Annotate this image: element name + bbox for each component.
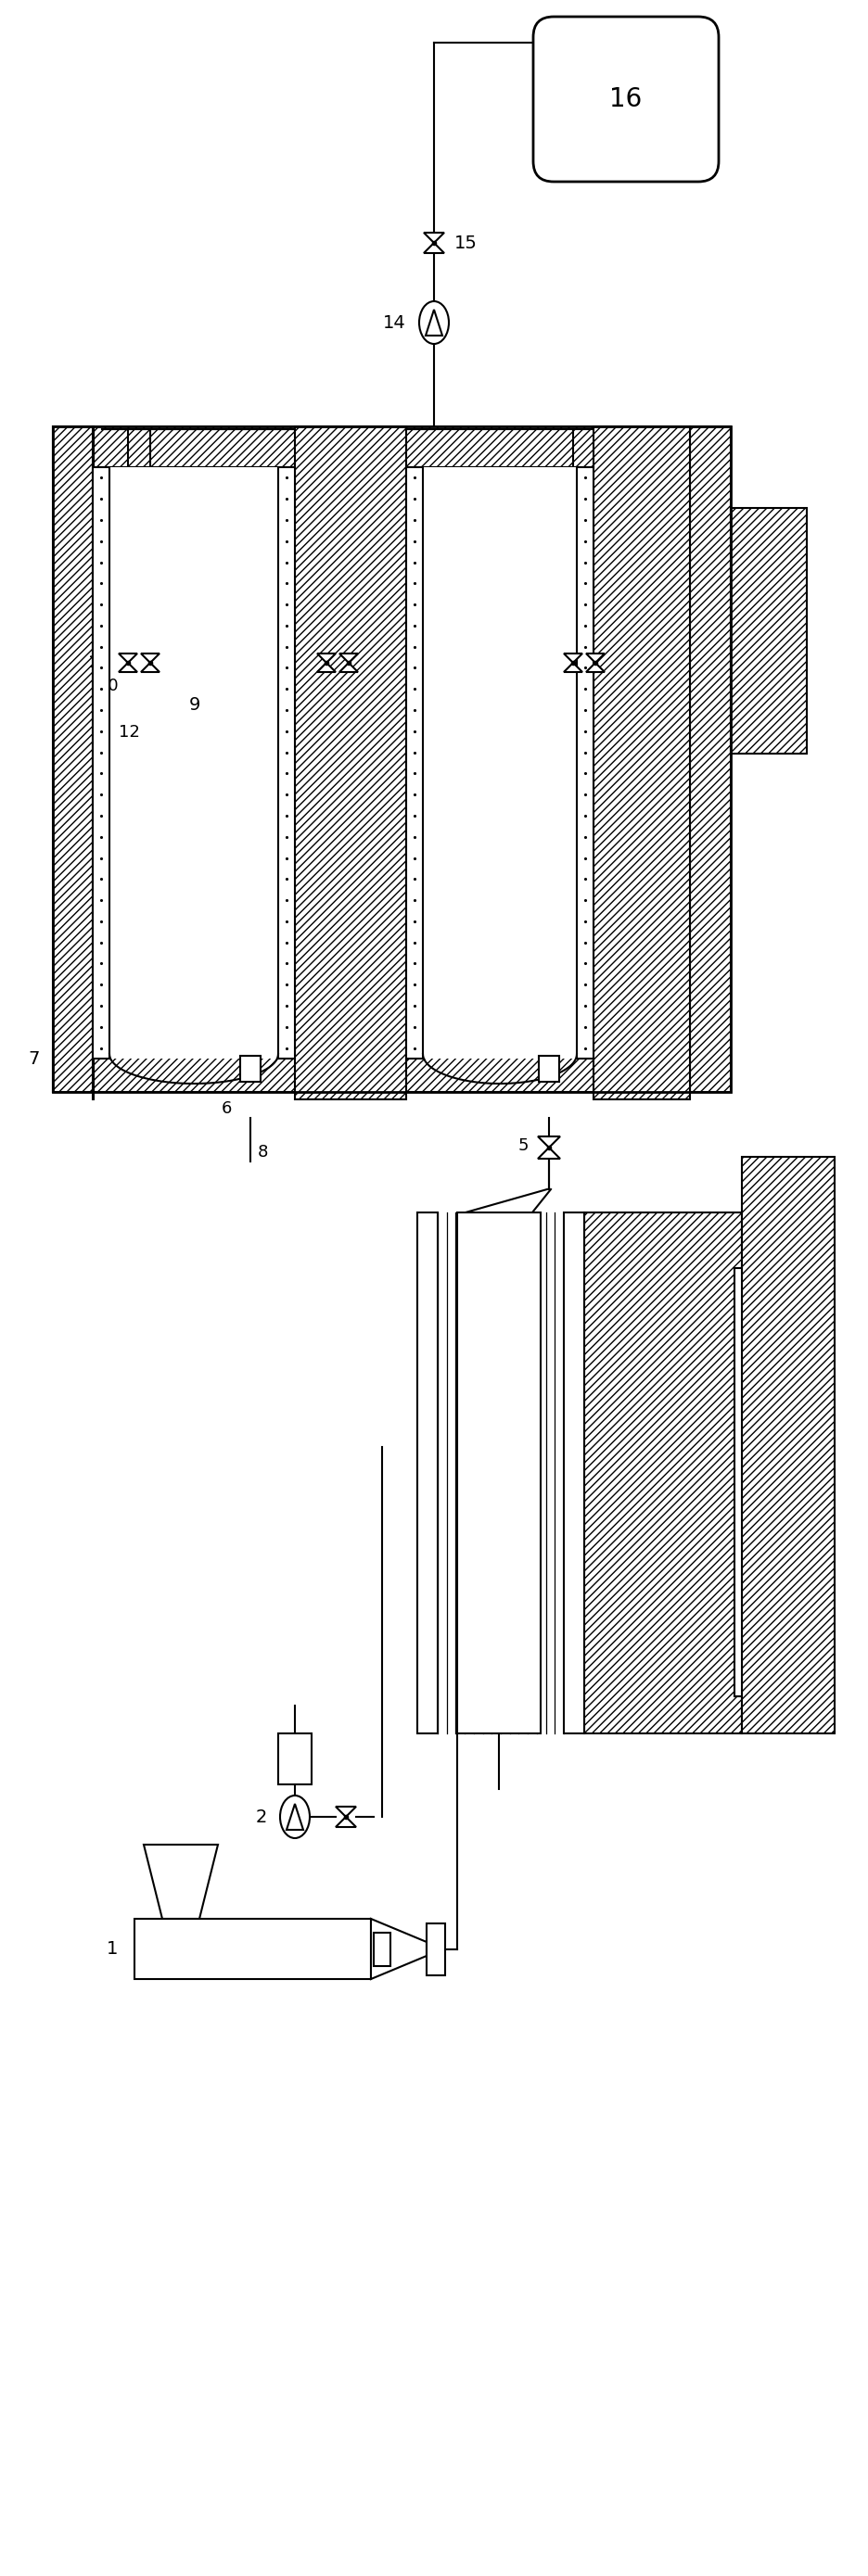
Text: 12: 12 bbox=[119, 724, 140, 742]
Text: 14: 14 bbox=[383, 314, 405, 332]
Polygon shape bbox=[339, 654, 358, 662]
Text: 7: 7 bbox=[29, 1051, 40, 1069]
Text: 16: 16 bbox=[609, 85, 641, 113]
Polygon shape bbox=[317, 654, 335, 662]
Bar bbox=[373, 1932, 390, 1965]
Polygon shape bbox=[141, 654, 160, 662]
Text: 1: 1 bbox=[106, 1940, 118, 1958]
Polygon shape bbox=[563, 654, 582, 662]
Bar bbox=[278, 1734, 312, 1785]
Bar bbox=[240, 1056, 260, 1082]
Text: 8: 8 bbox=[258, 1144, 268, 1162]
Bar bbox=[689, 428, 730, 1092]
Bar bbox=[426, 1922, 444, 1976]
Bar bbox=[294, 428, 405, 1100]
Polygon shape bbox=[424, 242, 444, 252]
Bar bbox=[593, 428, 689, 1100]
Bar bbox=[94, 466, 689, 1051]
Text: 2: 2 bbox=[255, 1808, 266, 1826]
Polygon shape bbox=[537, 1136, 560, 1146]
Polygon shape bbox=[339, 662, 358, 672]
Text: 17: 17 bbox=[89, 654, 109, 672]
Bar bbox=[135, 1919, 371, 1978]
Bar bbox=[53, 1051, 730, 1092]
Text: 11: 11 bbox=[339, 677, 361, 696]
Bar bbox=[741, 1157, 834, 1734]
Bar bbox=[93, 466, 294, 1059]
Polygon shape bbox=[141, 662, 160, 672]
Bar bbox=[53, 428, 730, 1092]
Text: 15: 15 bbox=[454, 234, 477, 252]
FancyBboxPatch shape bbox=[533, 15, 718, 183]
Polygon shape bbox=[424, 232, 444, 242]
Text: 9: 9 bbox=[189, 696, 201, 714]
Bar bbox=[405, 466, 423, 1059]
Bar bbox=[563, 1213, 583, 1734]
Polygon shape bbox=[119, 654, 137, 662]
Polygon shape bbox=[119, 662, 137, 672]
Text: 6: 6 bbox=[221, 1100, 232, 1118]
Polygon shape bbox=[585, 662, 604, 672]
Bar bbox=[538, 1056, 559, 1082]
Ellipse shape bbox=[279, 1795, 309, 1839]
Bar bbox=[93, 428, 94, 1100]
Bar bbox=[405, 466, 593, 1059]
Bar bbox=[278, 466, 294, 1059]
Text: 10: 10 bbox=[97, 677, 118, 696]
Text: 5: 5 bbox=[517, 1139, 528, 1154]
Polygon shape bbox=[317, 662, 335, 672]
Text: 18: 18 bbox=[168, 654, 190, 672]
Ellipse shape bbox=[418, 301, 449, 345]
Polygon shape bbox=[585, 654, 604, 662]
Bar bbox=[93, 466, 109, 1059]
Polygon shape bbox=[371, 1919, 426, 1978]
Bar bbox=[457, 1213, 540, 1734]
Polygon shape bbox=[537, 1146, 560, 1159]
Polygon shape bbox=[563, 662, 582, 672]
Polygon shape bbox=[335, 1806, 356, 1816]
Bar bbox=[583, 1213, 741, 1734]
Text: 13: 13 bbox=[345, 799, 365, 814]
Bar bbox=[733, 1267, 741, 1698]
Bar bbox=[417, 1213, 437, 1734]
Bar bbox=[53, 428, 730, 466]
Polygon shape bbox=[335, 1816, 356, 1826]
Bar bbox=[730, 507, 806, 755]
Bar bbox=[53, 428, 94, 1092]
Text: 3: 3 bbox=[476, 1463, 488, 1481]
Bar bbox=[576, 466, 593, 1059]
